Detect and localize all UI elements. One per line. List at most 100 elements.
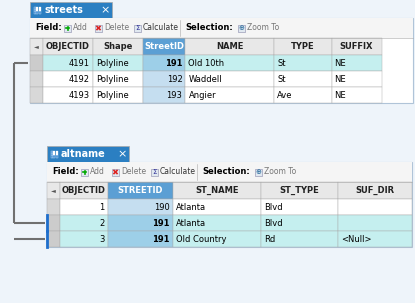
Text: Σ: Σ	[135, 25, 140, 31]
Text: 4192: 4192	[69, 75, 90, 84]
Text: OBJECTID: OBJECTID	[46, 42, 90, 51]
Bar	[186, 71, 274, 87]
Text: 191: 191	[152, 235, 170, 244]
Text: 191: 191	[152, 218, 170, 228]
Text: Polyline: Polyline	[96, 91, 129, 99]
Text: 192: 192	[167, 75, 183, 84]
Bar	[51, 153, 53, 155]
Bar	[54, 155, 55, 158]
Text: Old 10th: Old 10th	[188, 58, 225, 68]
Bar	[43, 87, 93, 103]
Text: 4193: 4193	[69, 91, 90, 99]
Bar	[47, 162, 412, 247]
Bar	[51, 151, 53, 153]
Text: Blvd: Blvd	[264, 202, 282, 211]
Text: ⊕: ⊕	[239, 25, 244, 31]
Bar	[143, 71, 186, 87]
Bar	[93, 38, 143, 55]
Text: 2: 2	[99, 218, 105, 228]
Bar	[37, 9, 38, 11]
Bar	[60, 199, 107, 215]
Text: ⊕: ⊕	[256, 169, 261, 175]
Text: Blvd: Blvd	[264, 218, 282, 228]
Text: Zoom To: Zoom To	[264, 168, 296, 177]
Text: 4191: 4191	[69, 58, 90, 68]
Bar	[143, 55, 186, 71]
Text: Calculate: Calculate	[160, 168, 196, 177]
Text: Zoom To: Zoom To	[247, 24, 279, 32]
Text: Σ: Σ	[152, 169, 157, 175]
Text: ×: ×	[117, 149, 127, 159]
Bar	[274, 38, 332, 55]
Bar	[56, 151, 58, 153]
Bar	[60, 182, 107, 199]
Bar	[151, 168, 158, 175]
Bar	[47, 162, 412, 182]
Text: Add: Add	[90, 168, 105, 177]
Bar	[47, 231, 60, 247]
Bar	[274, 87, 332, 103]
Bar	[30, 38, 43, 55]
Bar	[39, 12, 41, 14]
Bar	[332, 55, 381, 71]
Bar	[54, 153, 55, 155]
Bar	[43, 38, 93, 55]
Text: ST_TYPE: ST_TYPE	[279, 186, 319, 195]
Bar	[107, 231, 173, 247]
Bar	[332, 38, 381, 55]
Text: NE: NE	[334, 91, 346, 99]
Bar	[107, 182, 173, 199]
Bar	[134, 25, 141, 32]
Text: Calculate: Calculate	[143, 24, 179, 32]
Bar	[173, 231, 261, 247]
Bar	[112, 168, 119, 175]
Bar	[255, 168, 262, 175]
Text: SUF_DIR: SUF_DIR	[356, 186, 395, 195]
Text: altname: altname	[61, 149, 106, 159]
Bar	[81, 168, 88, 175]
Bar	[30, 55, 43, 71]
Text: Field:: Field:	[35, 24, 62, 32]
Text: <Null>: <Null>	[341, 235, 371, 244]
Bar	[93, 55, 143, 71]
Text: Delete: Delete	[121, 168, 146, 177]
Bar	[43, 71, 93, 87]
Bar	[34, 9, 36, 11]
Bar	[56, 153, 58, 155]
Bar	[60, 215, 107, 231]
Text: Add: Add	[73, 24, 88, 32]
Text: Rd: Rd	[264, 235, 275, 244]
Bar	[43, 55, 93, 71]
Bar	[30, 71, 43, 87]
Text: 191: 191	[165, 58, 183, 68]
Bar	[338, 199, 412, 215]
Text: OBJECTID: OBJECTID	[62, 186, 106, 195]
Text: 3: 3	[99, 235, 105, 244]
Bar	[64, 25, 71, 32]
Text: St: St	[277, 75, 286, 84]
Text: Selection:: Selection:	[185, 24, 233, 32]
Text: ◄: ◄	[34, 44, 39, 49]
Bar	[30, 87, 43, 103]
Text: NE: NE	[334, 75, 346, 84]
Bar	[30, 2, 112, 18]
Bar	[107, 199, 173, 215]
Bar	[56, 155, 58, 158]
Text: streets: streets	[44, 5, 83, 15]
Bar	[143, 87, 186, 103]
Text: Atlanta: Atlanta	[176, 218, 206, 228]
Text: NE: NE	[334, 58, 346, 68]
Bar	[338, 231, 412, 247]
Text: ◄: ◄	[51, 188, 56, 193]
Bar	[60, 231, 107, 247]
Bar	[338, 182, 412, 199]
Text: Polyline: Polyline	[96, 75, 129, 84]
Bar	[173, 215, 261, 231]
Bar	[51, 155, 53, 158]
Bar	[39, 9, 41, 11]
Text: Delete: Delete	[104, 24, 129, 32]
Text: 193: 193	[166, 91, 183, 99]
Text: 190: 190	[154, 202, 170, 211]
Bar	[186, 38, 274, 55]
Text: ST_NAME: ST_NAME	[195, 186, 238, 195]
